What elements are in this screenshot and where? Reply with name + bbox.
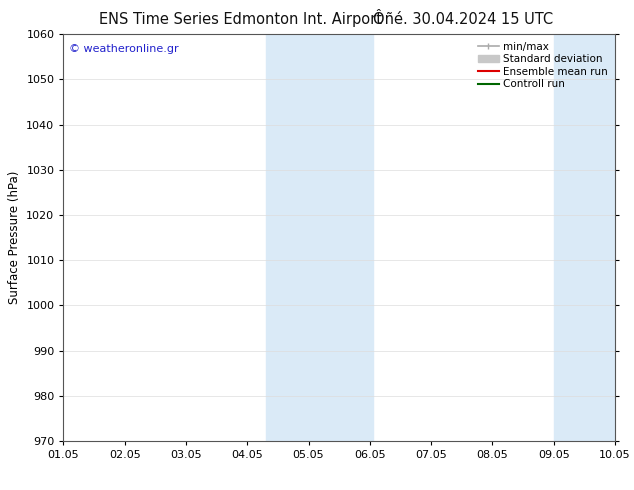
Text: ENS Time Series Edmonton Int. Airport: ENS Time Series Edmonton Int. Airport — [100, 12, 382, 27]
Text: Ôñé. 30.04.2024 15 UTC: Ôñé. 30.04.2024 15 UTC — [373, 12, 553, 27]
Bar — [553, 34, 615, 441]
Y-axis label: Surface Pressure (hPa): Surface Pressure (hPa) — [8, 171, 21, 304]
Legend: min/max, Standard deviation, Ensemble mean run, Controll run: min/max, Standard deviation, Ensemble me… — [474, 37, 612, 94]
Text: © weatheronline.gr: © weatheronline.gr — [69, 45, 179, 54]
Bar — [266, 34, 373, 441]
